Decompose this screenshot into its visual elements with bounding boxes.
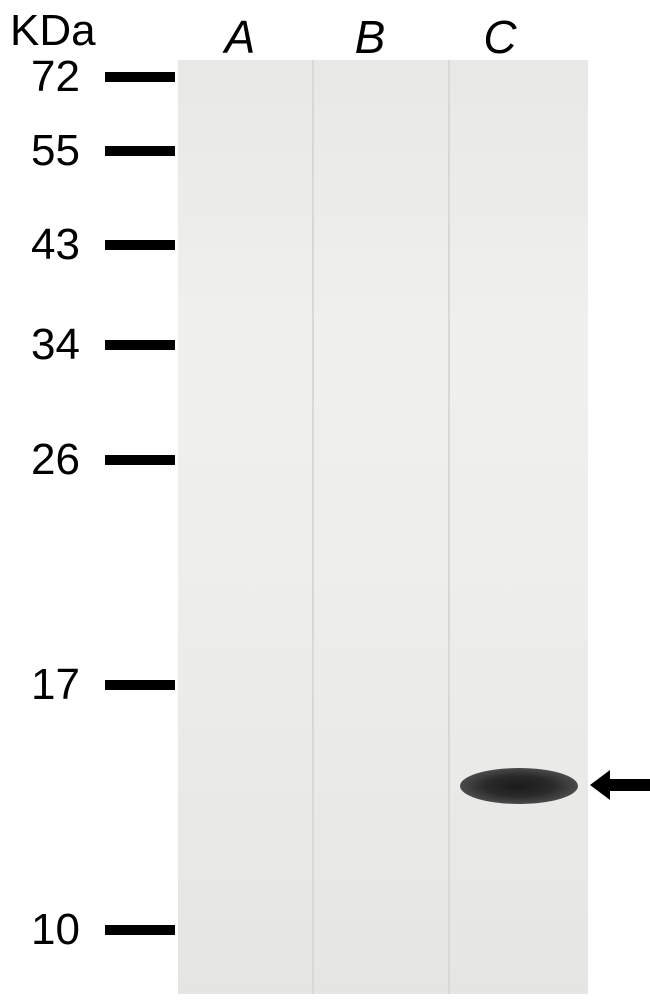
marker-tick-43 [105, 240, 175, 250]
marker-tick-17 [105, 680, 175, 690]
marker-72: 72 [10, 52, 80, 102]
marker-26: 26 [10, 435, 80, 485]
protein-band-lane-c [460, 768, 578, 804]
marker-tick-34 [105, 340, 175, 350]
marker-tick-72 [105, 72, 175, 82]
marker-tick-55 [105, 146, 175, 156]
arrow-head-icon [590, 770, 610, 800]
lane-label-b: B [350, 10, 390, 64]
blot-membrane [178, 60, 588, 994]
lane-divider-ab [312, 60, 314, 994]
marker-17: 17 [10, 660, 80, 710]
marker-tick-26 [105, 455, 175, 465]
western-blot-figure: KDa 72 55 43 34 26 17 10 A B C [0, 0, 650, 1002]
lane-label-c: C [480, 10, 520, 64]
marker-55: 55 [10, 126, 80, 176]
marker-34: 34 [10, 320, 80, 370]
marker-43: 43 [10, 220, 80, 270]
marker-tick-10 [105, 925, 175, 935]
marker-10: 10 [10, 905, 80, 955]
arrow-line [608, 779, 650, 791]
kda-unit-label: KDa [10, 6, 96, 56]
lane-label-a: A [220, 10, 260, 64]
lane-divider-bc [448, 60, 450, 994]
band-indicator-arrow [590, 770, 650, 800]
